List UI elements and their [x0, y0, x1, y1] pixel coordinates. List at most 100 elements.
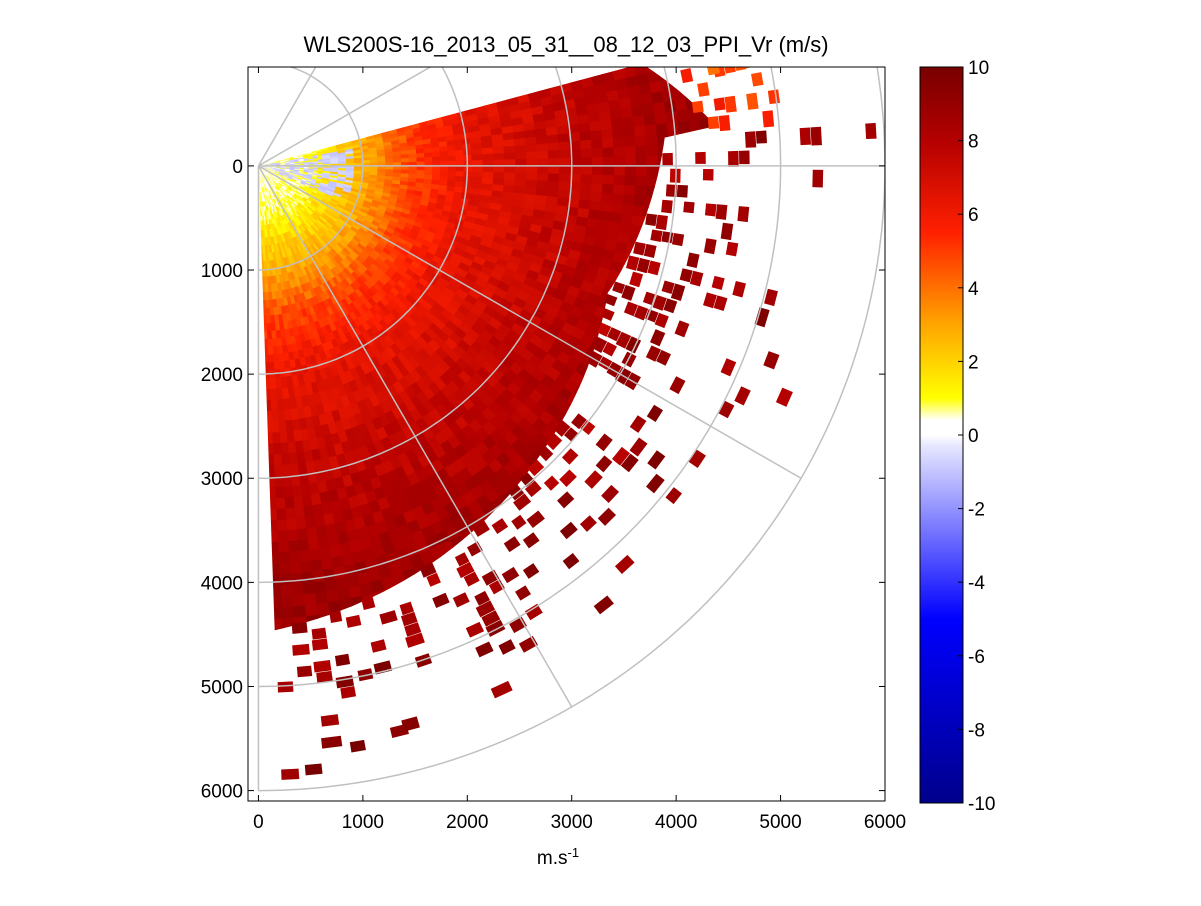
x-tick-label: 4000: [655, 812, 697, 833]
velocity-cell: [603, 166, 615, 177]
sparse-return-cell: [313, 660, 331, 672]
sparse-return-cell: [278, 681, 294, 692]
velocity-cell: [636, 166, 648, 178]
sparse-return-cell: [321, 714, 339, 727]
x-tick-label: 6000: [864, 812, 906, 833]
velocity-cell: [493, 153, 505, 161]
velocity-cell: [559, 166, 571, 175]
sparse-return-cell: [703, 169, 714, 181]
velocity-cell: [482, 154, 494, 161]
sparse-return-cell: [297, 666, 312, 678]
velocity-cell: [559, 150, 571, 159]
velocity-cell: [280, 607, 294, 619]
velocity-cell: [592, 166, 604, 176]
velocity-cell: [456, 166, 464, 172]
sparse-return-cell: [768, 89, 780, 104]
colorbar-tick-label: -4: [968, 573, 985, 594]
y-tick-label: 5000: [201, 677, 243, 698]
velocity-cell: [548, 166, 560, 175]
velocity-cell: [424, 157, 433, 162]
sparse-return-cell: [662, 153, 673, 165]
sparse-return-cell: [756, 131, 767, 144]
sparse-return-cell: [705, 203, 717, 216]
sparse-return-cell: [762, 110, 774, 127]
x-tick-label: 1000: [342, 812, 384, 833]
x-tick-label: 3000: [551, 812, 593, 833]
colorbar-tick-label: -2: [968, 500, 985, 521]
sparse-return-cell: [312, 638, 328, 650]
sparse-return-cell: [683, 202, 694, 214]
colorbar-tick-label: -8: [968, 720, 985, 741]
velocity-cell: [537, 166, 549, 175]
chart-title: WLS200S-16_2013_05_31__08_12_03_PPI_Vr (…: [303, 32, 828, 57]
velocity-cell: [647, 166, 659, 178]
y-tick-label: 2000: [201, 365, 243, 386]
velocity-cell: [448, 166, 456, 172]
sparse-return-cell: [728, 151, 739, 167]
velocity-cell: [646, 145, 658, 157]
x-tick-label: 5000: [759, 812, 801, 833]
velocity-cell: [515, 166, 527, 174]
colorbar-tick-label: 4: [968, 279, 979, 300]
velocity-cell: [471, 154, 483, 161]
velocity-cell: [280, 596, 294, 608]
velocity-cell: [279, 585, 292, 597]
y-tick-label: 4000: [201, 573, 243, 594]
velocity-cell: [614, 166, 626, 177]
velocity-cell: [526, 166, 538, 174]
velocity-cell: [401, 158, 410, 163]
velocity-cell: [416, 157, 425, 162]
sparse-return-cell: [292, 622, 308, 634]
colorbar-tick-label: 2: [968, 352, 979, 373]
sparse-return-cell: [708, 116, 720, 129]
velocity-cell: [526, 151, 538, 160]
velocity-cell: [393, 158, 402, 162]
x-axis-label-exponent: -1: [568, 845, 580, 860]
velocity-cell: [504, 152, 516, 160]
colorbar-tick-label: 0: [968, 426, 979, 447]
sparse-return-cell: [812, 170, 823, 188]
colorbar-tick-label: 8: [968, 132, 979, 153]
velocity-cell: [614, 147, 626, 158]
velocity-cell: [603, 147, 615, 158]
sparse-return-cell: [751, 72, 763, 86]
sparse-return-cell: [292, 644, 310, 656]
colorbar-gradient: [920, 67, 963, 803]
velocity-cell: [624, 146, 636, 157]
sparse-return-cell: [714, 97, 726, 110]
x-tick-label: 0: [253, 812, 264, 833]
velocity-cell: [581, 148, 593, 158]
isolated-return-cell: [885, 144, 897, 162]
colorbar-tick-label: -10: [968, 794, 995, 815]
velocity-cell: [515, 152, 527, 160]
sparse-return-cell: [695, 152, 706, 164]
sparse-return-cell: [645, 213, 657, 226]
x-axis-label-text: m.s: [537, 848, 568, 869]
velocity-cell: [409, 158, 418, 163]
velocity-cell: [432, 156, 441, 162]
sparse-return-cell: [716, 204, 728, 220]
y-tick-label: 6000: [201, 782, 243, 803]
sparse-return-cell: [724, 96, 736, 113]
sparse-return-cell: [719, 115, 731, 131]
velocity-cell: [548, 150, 560, 159]
sparse-return-cell: [811, 127, 822, 146]
velocity-cell: [625, 166, 637, 177]
sparse-return-cell: [692, 101, 704, 113]
sparse-return-cell: [746, 93, 758, 110]
sparse-return-cell: [661, 200, 673, 214]
sparse-return-cell: [312, 628, 327, 640]
velocity-cell: [581, 166, 593, 176]
velocity-cell: [278, 563, 291, 575]
velocity-cell: [385, 159, 393, 163]
velocity-cell: [592, 148, 604, 158]
sparse-return-cell: [672, 233, 684, 246]
y-tick-label: 0: [232, 157, 243, 178]
sparse-return-cell: [865, 123, 876, 139]
y-tick-label: 3000: [201, 469, 243, 490]
velocity-cell: [448, 156, 457, 162]
velocity-cell: [456, 155, 465, 161]
sparse-return-cell: [281, 769, 299, 780]
